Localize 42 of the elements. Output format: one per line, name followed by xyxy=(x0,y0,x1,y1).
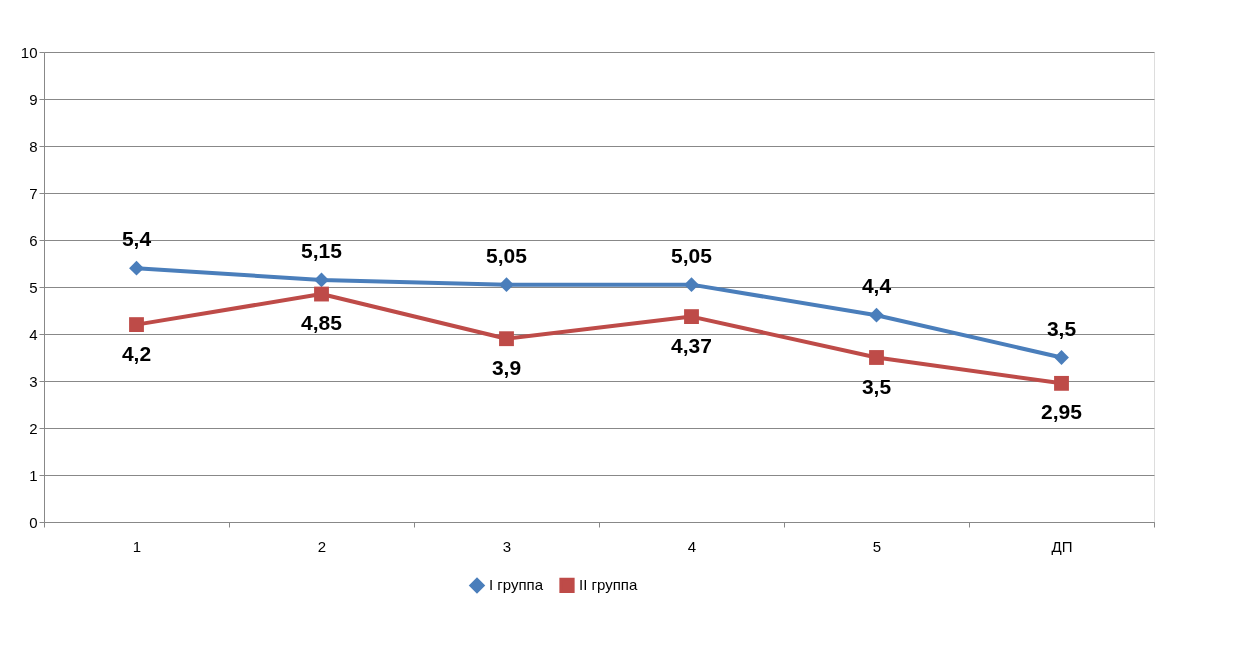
y-tick-label: 1 xyxy=(29,466,38,484)
x-tick-label: 1 xyxy=(132,537,142,555)
data-label: 4,4 xyxy=(861,274,892,298)
x-tick-label: 2 xyxy=(317,537,327,555)
y-tick-label: 10 xyxy=(20,43,38,61)
y-tick-label: 8 xyxy=(29,137,38,155)
data-label: 3,5 xyxy=(1046,316,1077,340)
y-tick-label: 2 xyxy=(29,419,38,437)
y-tick-label: 5 xyxy=(29,278,38,296)
point xyxy=(869,307,884,323)
data-label: 4,2 xyxy=(121,341,152,365)
data-label: 5,15 xyxy=(301,238,343,262)
y-tick-label: 6 xyxy=(29,231,38,249)
y-tick-label: 7 xyxy=(29,184,38,202)
point xyxy=(684,309,699,325)
data-label: 2,95 xyxy=(1041,400,1083,424)
x-tick-label: 4 xyxy=(687,537,697,555)
point xyxy=(499,277,514,293)
legend-label: II группа xyxy=(579,576,638,594)
data-label: 5,4 xyxy=(121,227,152,251)
point xyxy=(869,350,884,365)
point xyxy=(684,277,699,293)
point xyxy=(129,260,144,276)
data-label: 3,9 xyxy=(491,355,522,379)
y-tick-label: 0 xyxy=(29,513,38,531)
point xyxy=(129,317,144,333)
legend-label: I группа xyxy=(489,576,544,594)
x-tick-label: 3 xyxy=(502,537,512,555)
x-tick-label: 5 xyxy=(872,537,882,555)
data-label: 3,5 xyxy=(861,374,892,398)
data-label: 5,05 xyxy=(486,243,528,267)
data-label: 5,05 xyxy=(671,243,713,267)
data-label: 4,37 xyxy=(671,333,712,357)
point xyxy=(499,331,514,347)
x-tick-label: ДП xyxy=(1051,537,1073,555)
y-tick-label: 3 xyxy=(29,372,38,390)
y-tick-label: 9 xyxy=(29,90,38,108)
point xyxy=(314,286,329,302)
y-tick-label: 4 xyxy=(29,325,38,343)
point xyxy=(1054,350,1069,365)
data-label: 4,85 xyxy=(301,311,343,335)
point xyxy=(1054,375,1069,391)
